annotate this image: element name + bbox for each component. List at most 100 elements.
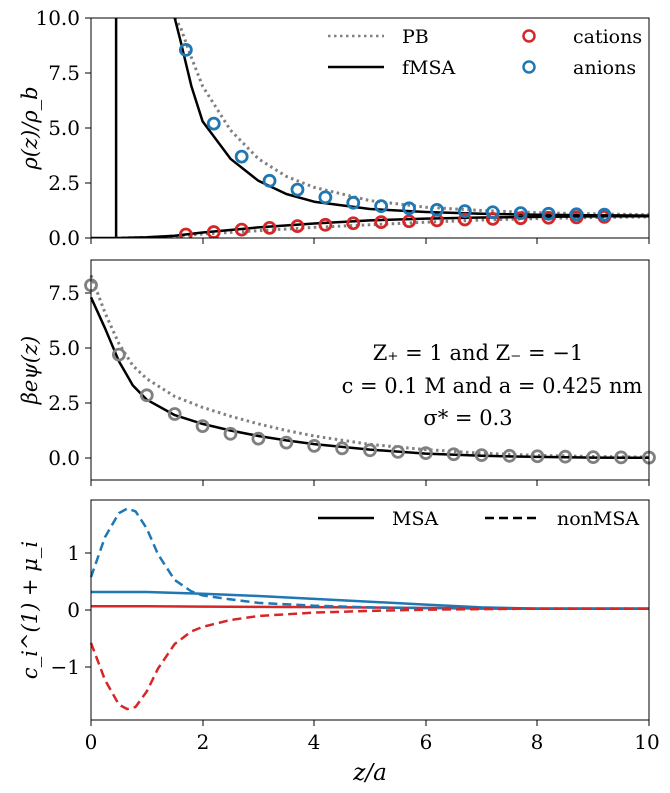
- cations-marker: [346, 216, 361, 231]
- anions-marker: [318, 190, 333, 205]
- anions-marker: [430, 202, 444, 217]
- markers-marker: [195, 419, 210, 434]
- fmsa-line-2: [173, 18, 650, 217]
- potential-plot-data: [84, 274, 656, 465]
- markers-marker: [112, 347, 126, 362]
- anions-marker: [234, 149, 249, 164]
- markers-marker: [307, 438, 322, 453]
- legend-cations-label: cations: [573, 26, 642, 48]
- pb-line-0: [173, 18, 650, 217]
- panel-potential: 0.0 2.5 5.0 7.5 βeψ(z) Z₊ = 1 and Z₋ = −…: [18, 259, 656, 486]
- anions-marker: [402, 201, 416, 216]
- density-plot-data: [91, 18, 650, 238]
- chemical-potential-ytick-label: 1: [67, 541, 80, 565]
- anions-marker: [178, 43, 193, 57]
- anions-marker: [346, 195, 361, 210]
- density-x-ticks: [90, 238, 650, 244]
- panel-density: 0.0 2.5 5.0 7.5 10.0 ρ(z)/ρ_b PB fMSA ca…: [18, 6, 650, 250]
- anions-marker: [206, 116, 221, 131]
- legend-pb-label: PB: [402, 26, 429, 48]
- density-ytick-label: 0.0: [48, 226, 80, 250]
- density-ytick-label: 10.0: [35, 6, 80, 30]
- markers-marker: [251, 431, 266, 446]
- anions-marker: [597, 207, 612, 222]
- legend-nonmsa-label: nonMSA: [557, 508, 639, 530]
- legend-anions-label: anions: [573, 57, 636, 79]
- anions-marker: [513, 206, 528, 221]
- fmsa-line-1: [89, 296, 650, 460]
- density-ylabel: ρ(z)/ρ_b: [18, 86, 42, 170]
- legend-msa-label: MSA: [392, 508, 438, 530]
- density-legend: PB fMSA cations anions: [328, 26, 642, 79]
- potential-x-ticks: [90, 480, 650, 486]
- cations-marker: [318, 217, 333, 232]
- markers-marker: [530, 449, 545, 464]
- chemical-potential-x-ticks: [90, 720, 650, 726]
- x-axis-label: z/a: [352, 760, 387, 786]
- potential-ytick-label: 5.0: [48, 336, 80, 360]
- cations-marker: [234, 222, 249, 237]
- markers-marker: [614, 450, 628, 465]
- chemical-potential-ylabel: c_i^(1) + μ_i: [18, 541, 42, 679]
- cations-marker: [374, 215, 389, 230]
- xtick-label: 4: [308, 730, 321, 754]
- cations-marker: [290, 219, 305, 234]
- cations-marker: [402, 214, 416, 229]
- markers-marker: [418, 446, 433, 461]
- markers-marker: [223, 426, 238, 441]
- potential-ytick-label: 2.5: [48, 391, 80, 415]
- markers-marker: [167, 407, 182, 421]
- density-axes-frame: [90, 17, 650, 239]
- chemical-potential-axes-frame: [90, 499, 650, 721]
- markers-marker: [335, 441, 350, 456]
- legend-cations-marker: [522, 29, 536, 43]
- markers-marker: [586, 450, 601, 465]
- xtick-label: 10: [634, 730, 659, 754]
- nonmsa-line-2: [89, 507, 649, 610]
- markers-marker: [446, 447, 461, 462]
- chemical-potential-legend: MSA nonMSA: [318, 508, 639, 530]
- cations-marker: [262, 220, 277, 235]
- cations-marker: [178, 227, 193, 238]
- nonmsa-line-3: [89, 607, 649, 711]
- pb-line-0: [89, 274, 650, 459]
- xtick-label: 0: [85, 730, 98, 754]
- panel-chemical-potential: −1 0 1 c_i^(1) + μ_i MSA nonMSA 0 2 4 6 …: [18, 499, 660, 786]
- density-ytick-label: 7.5: [48, 61, 80, 85]
- potential-ytick-label: 0.0: [48, 446, 80, 470]
- potential-ytick-label: 7.5: [48, 281, 80, 305]
- annotation-valence: Z₊ = 1 and Z₋ = −1: [373, 341, 583, 365]
- density-ytick-label: 5.0: [48, 116, 80, 140]
- annotation-sigma: σ* = 0.3: [423, 406, 512, 430]
- anions-marker: [290, 182, 305, 197]
- chemical-potential-y-ticks: [85, 552, 91, 668]
- markers-marker: [363, 443, 377, 458]
- xtick-label: 6: [420, 730, 433, 754]
- anions-marker: [569, 207, 584, 222]
- anions-marker: [262, 173, 277, 188]
- potential-axes-frame: [90, 259, 650, 481]
- markers-marker: [390, 444, 405, 459]
- anions-marker: [541, 206, 556, 221]
- fmsa-line-3: [91, 214, 650, 238]
- density-ytick-label: 2.5: [48, 171, 80, 195]
- anions-marker: [457, 204, 472, 219]
- legend-fmsa-label: fMSA: [402, 57, 456, 79]
- density-y-ticks: [85, 17, 91, 239]
- markers-marker: [139, 388, 154, 403]
- cations-marker: [485, 211, 500, 226]
- cations-marker: [513, 211, 528, 226]
- markers-marker: [474, 448, 489, 463]
- potential-y-ticks: [85, 292, 91, 459]
- chemical-potential-ytick-label: 0: [67, 598, 80, 622]
- chemical-potential-plot-data: [89, 507, 649, 711]
- xtick-label: 2: [197, 730, 210, 754]
- potential-ylabel: βeψ(z): [18, 336, 42, 406]
- legend-anions-marker: [522, 60, 536, 74]
- markers-marker: [279, 435, 294, 450]
- anions-marker: [374, 199, 389, 214]
- markers-marker: [502, 448, 517, 463]
- xtick-label: 8: [531, 730, 544, 754]
- markers-marker: [558, 449, 573, 464]
